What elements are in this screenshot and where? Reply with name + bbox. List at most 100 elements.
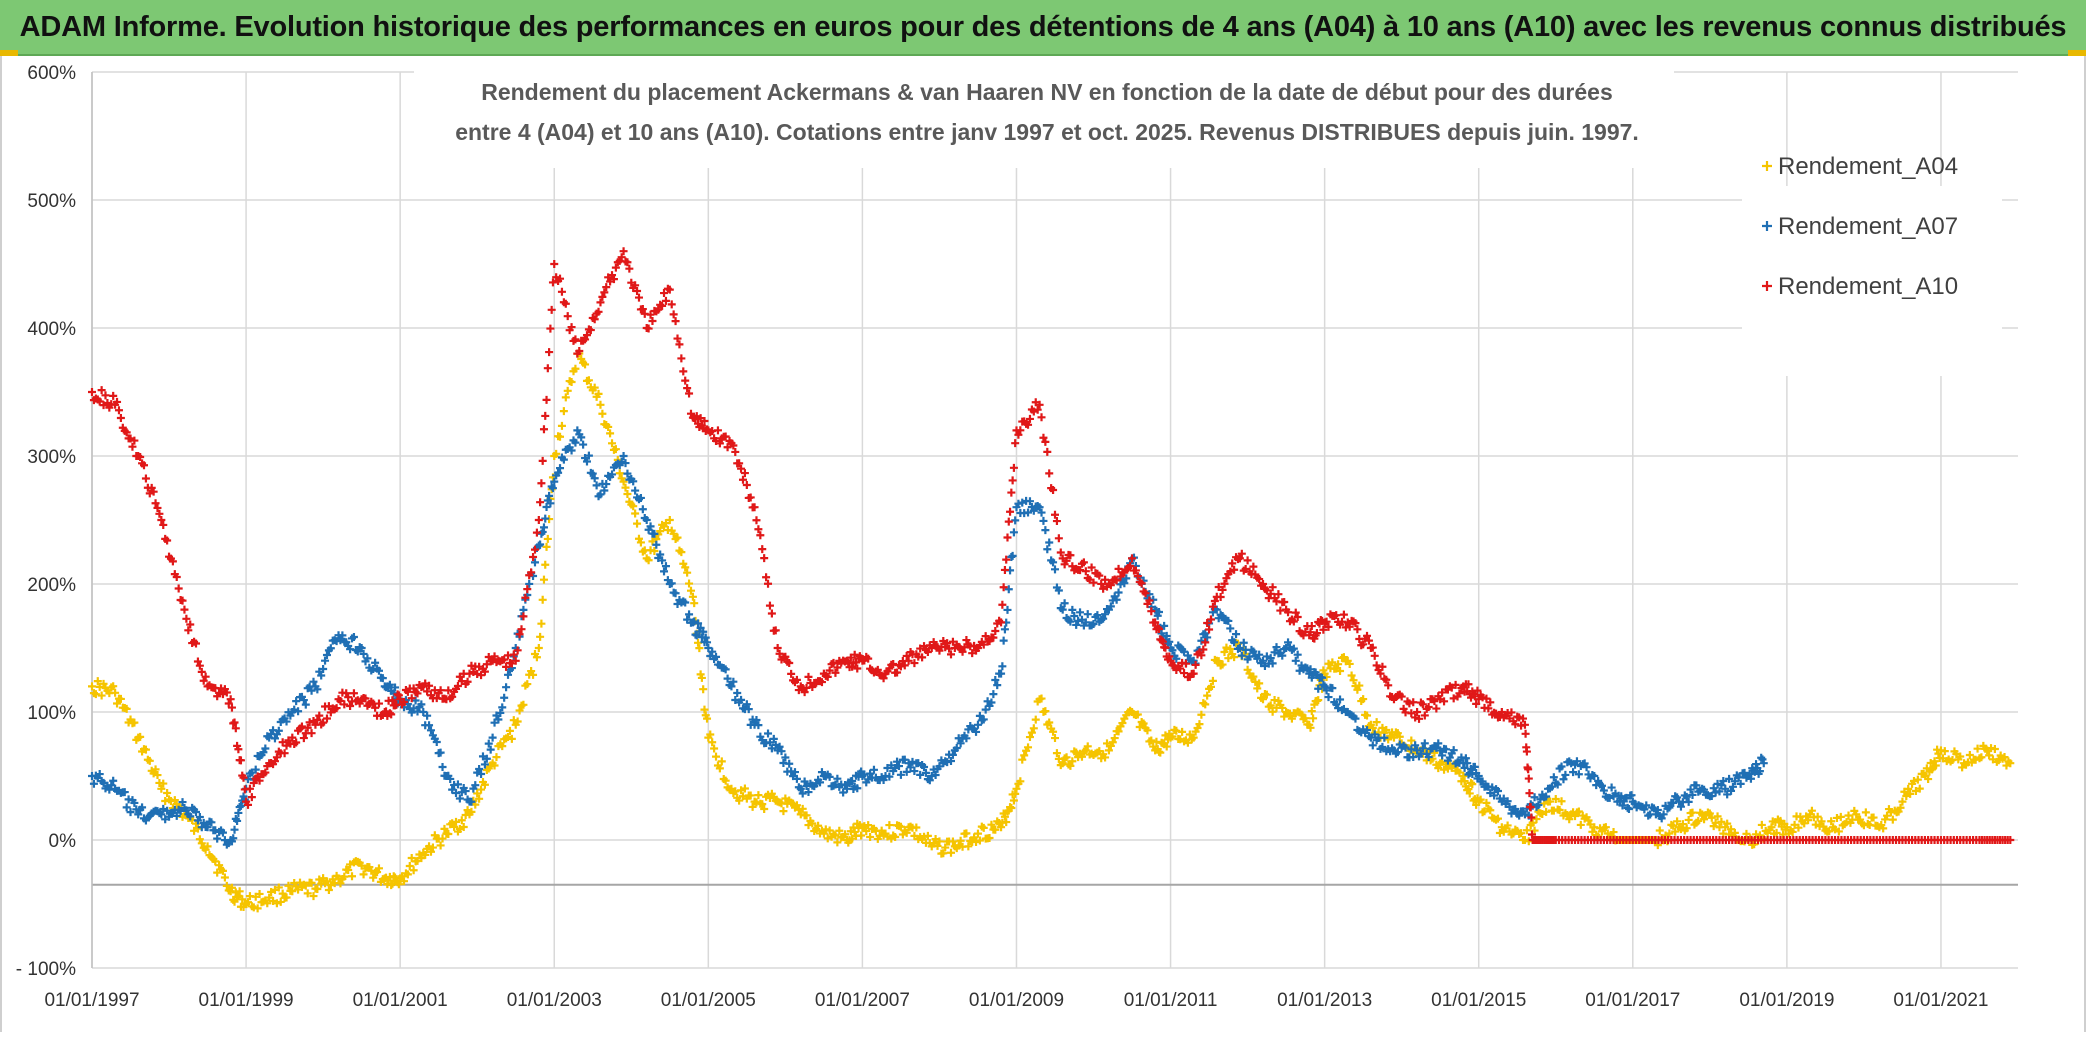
rendement_a07-point (95, 770, 104, 779)
rendement_a07-point (1122, 574, 1131, 583)
rendement_a10-point (567, 323, 576, 332)
rendement_a04-point (1971, 755, 1980, 764)
rendement_a07-point (500, 693, 509, 702)
rendement_a10-point (715, 439, 724, 448)
series-Rendement_A04 (88, 349, 2015, 913)
rendement_a04-point (825, 826, 834, 835)
rendement_a04-point (1684, 815, 1693, 824)
rendement_a04-point (1274, 696, 1283, 705)
rendement_a04-point (690, 599, 699, 608)
rendement_a10-point (563, 312, 572, 321)
rendement_a10-point (833, 663, 842, 672)
rendement_a10-point (721, 432, 730, 441)
rendement_a04-point (136, 732, 145, 741)
rendement_a04-point (1834, 827, 1843, 836)
rendement_a04-point (685, 579, 694, 588)
rendement_a07-point (744, 705, 753, 714)
rendement_a07-point (931, 771, 940, 780)
rendement_a04-point (288, 887, 297, 896)
rendement_a04-point (962, 829, 971, 838)
rendement_a07-point (1114, 588, 1123, 597)
rendement_a07-point (120, 788, 129, 797)
rendement_a07-point (498, 703, 507, 712)
rendement_a04-point (1671, 827, 1680, 836)
rendement_a04-point (153, 771, 162, 780)
rendement_a07-point (1673, 793, 1682, 802)
rendement_a10-point (197, 667, 206, 676)
rendement_a10-point (731, 447, 740, 456)
rendement_a04-point (1924, 775, 1933, 784)
rendement_a04-point (677, 548, 686, 557)
rendement_a04-point (541, 560, 550, 569)
rendement_a04-point (1973, 744, 1982, 753)
rendement_a10-point (598, 292, 607, 301)
rendement_a04-point (238, 895, 247, 904)
rendement_a10-point (756, 531, 765, 540)
rendement_a10-point (1043, 447, 1052, 456)
rendement_a10-point (519, 612, 528, 621)
rendement_a10-point (1237, 549, 1246, 558)
rendement_a07-point (1266, 654, 1275, 663)
rendement_a04-point (1201, 700, 1210, 709)
rendement_a04-point (1101, 753, 1110, 762)
rendement_a10-point (541, 411, 550, 420)
rendement_a10-point (997, 618, 1006, 627)
rendement_a10-point (1507, 708, 1516, 717)
x-tick-label: 01/01/2005 (661, 990, 756, 1011)
rendement_a07-point (790, 768, 799, 777)
rendement_a04-point (608, 439, 617, 448)
rendement_a04-point (421, 850, 430, 859)
rendement_a10-point (103, 398, 112, 407)
rendement_a07-point (1725, 774, 1734, 783)
rendement_a07-point (694, 619, 703, 628)
rendement_a10-point (804, 672, 813, 681)
rendement_a04-point (650, 547, 659, 556)
rendement_a04-point (571, 364, 580, 373)
rendement_a10-point (765, 601, 774, 610)
rendement_a04-point (509, 716, 518, 725)
rendement_a07-point (550, 477, 559, 486)
rendement_a07-point (1684, 797, 1693, 806)
rendement_a07-point (480, 760, 489, 769)
rendement_a07-point (1284, 638, 1293, 647)
rendement_a04-point (505, 726, 514, 735)
rendement_a10-point (193, 657, 202, 666)
rendement_a10-point (1157, 636, 1166, 645)
rendement_a10-point (1131, 566, 1140, 575)
rendement_a04-point (1114, 727, 1123, 736)
rendement_a04-point (1382, 725, 1391, 734)
rendement_a10-point (532, 528, 541, 537)
rendement_a07-point (1039, 516, 1048, 525)
rendement_a10-point (178, 596, 187, 605)
rendement_a07-point (1515, 811, 1524, 820)
rendement_a04-point (891, 833, 900, 842)
rendement_a04-point (394, 880, 403, 889)
rendement_a07-point (1351, 714, 1360, 723)
rendement_a04-point (567, 377, 576, 386)
rendement_a10-point (1141, 589, 1150, 598)
rendement_a04-point (1574, 807, 1583, 816)
rendement_a10-point (746, 493, 755, 502)
rendement_a07-point (1461, 754, 1470, 763)
rendement_a04-point (758, 800, 767, 809)
rendement_a10-point (547, 305, 556, 314)
rendement_a10-point (159, 520, 168, 529)
rendement_a07-point (699, 627, 708, 636)
rendement_a04-point (1220, 647, 1229, 656)
rendement_a10-point (180, 605, 189, 614)
rendement_a07-point (1363, 726, 1372, 735)
rendement_a10-point (201, 672, 210, 681)
rendement_a10-point (1372, 661, 1381, 670)
rendement_a04-point (193, 824, 202, 833)
rendement_a07-point (998, 662, 1007, 671)
rendement_a07-point (436, 748, 445, 757)
rendement_a04-point (1197, 710, 1206, 719)
rendement_a10-point (322, 714, 331, 723)
rendement_a07-point (130, 798, 139, 807)
rendement_a10-point (527, 568, 536, 577)
rendement_a07-point (1318, 673, 1327, 682)
rendement_a10-point (280, 749, 289, 758)
rendement_a07-point (1076, 608, 1085, 617)
rendement_a10-point (529, 553, 538, 562)
rendement_a07-point (1653, 805, 1662, 814)
